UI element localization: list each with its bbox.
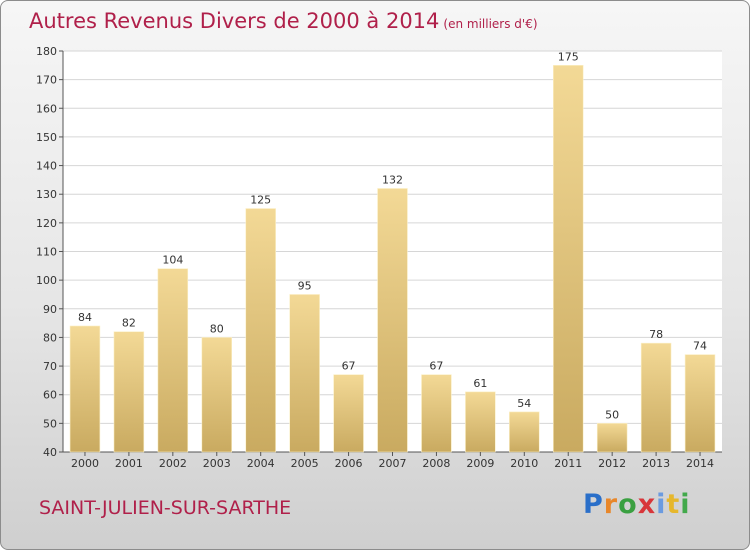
logo-letter: i [680,489,691,520]
x-tick-label: 2012 [598,457,626,470]
y-tick-label: 160 [36,102,57,115]
y-tick-label: 150 [36,131,57,144]
commune-name: SAINT-JULIEN-SUR-SARTHE [39,497,292,519]
bar-value-label: 84 [78,311,92,324]
bar-value-label: 125 [250,194,271,207]
bar [421,374,452,453]
y-tick-label: 40 [43,446,57,459]
bar [596,423,628,453]
bar-value-label: 67 [429,360,443,373]
logo-letter: o [618,489,638,520]
bar [157,268,189,453]
y-tick-label: 60 [43,389,57,402]
bar [465,391,496,453]
bar [113,331,145,453]
x-tick-label: 2001 [115,457,143,470]
bar-value-label: 74 [693,340,707,353]
bar [377,188,408,453]
chart-title-text: Autres Revenus Divers de 2000 à 2014 [29,9,440,33]
bar-value-label: 61 [473,377,487,390]
bar [640,342,672,453]
bar [684,354,716,453]
bar [69,325,101,453]
x-tick-label: 2004 [247,457,275,470]
y-tick-label: 50 [43,417,57,430]
y-tick-label: 100 [36,274,57,287]
y-tick-label: 170 [36,74,57,87]
x-tick-label: 2006 [335,457,363,470]
x-tick-label: 2011 [554,457,582,470]
logo-letter: x [637,489,657,520]
bar [201,337,233,453]
y-tick-label: 140 [36,160,57,173]
y-tick-label: 180 [36,45,57,58]
y-tick-label: 110 [36,246,57,259]
y-tick-label: 120 [36,217,57,230]
bar-value-label: 67 [342,360,356,373]
bar [289,294,320,453]
logo-letter: t [666,489,681,520]
x-tick-label: 2009 [466,457,494,470]
chart-title: Autres Revenus Divers de 2000 à 2014 (en … [29,9,538,33]
proxiti-logo: Proxiti [583,489,691,520]
bar-value-label: 175 [558,50,579,63]
bar [509,411,540,453]
logo-letter: i [656,489,667,520]
x-tick-label: 2003 [203,457,231,470]
bar [333,374,364,453]
bar-value-label: 95 [298,279,312,292]
x-tick-label: 2008 [422,457,450,470]
bar-value-label: 78 [649,328,663,341]
x-tick-label: 2000 [71,457,99,470]
bar-value-label: 50 [605,408,619,421]
bar-value-label: 104 [162,254,183,267]
x-tick-label: 2005 [291,457,319,470]
bar [245,208,276,453]
x-tick-label: 2013 [642,457,670,470]
x-tick-label: 2002 [159,457,187,470]
y-tick-label: 90 [43,303,57,316]
bar-value-label: 80 [210,322,224,335]
logo-letter: r [603,489,619,520]
bar-value-label: 132 [382,173,403,186]
x-tick-label: 2007 [379,457,407,470]
bar-value-label: 82 [122,317,136,330]
x-tick-label: 2010 [510,457,538,470]
y-tick-label: 130 [36,188,57,201]
y-tick-label: 80 [43,331,57,344]
bar [552,65,584,453]
y-tick-label: 70 [43,360,57,373]
chart-subtitle: (en milliers d'€) [443,17,538,31]
logo-letter: P [583,489,604,520]
bar-value-label: 54 [517,397,531,410]
x-tick-label: 2014 [686,457,714,470]
